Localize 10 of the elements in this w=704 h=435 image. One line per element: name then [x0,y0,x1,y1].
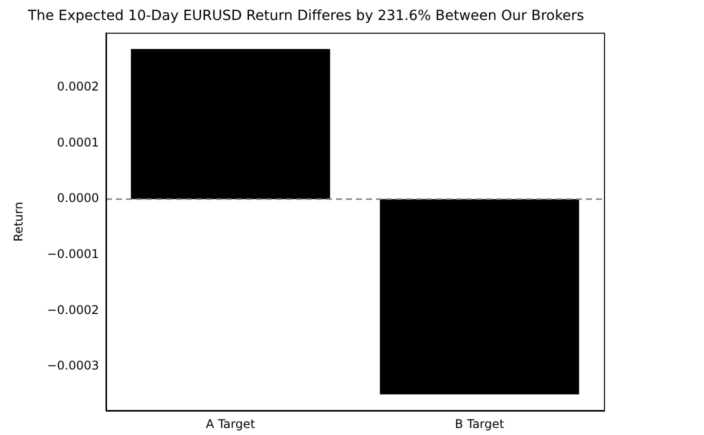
chart-title: The Expected 10-Day EURUSD Return Differes by 231.6% Between Our Brokers [26,8,584,24]
y-tick-label: −0.0002 [46,302,99,317]
y-tick-label: 0.0002 [57,80,99,94]
y-tick-label: 0.0000 [57,191,99,206]
y-axis-title: Return [11,202,26,242]
y-tick-label: −0.0003 [46,358,99,373]
y-tick-label: 0.0001 [57,135,99,150]
x-tick-label: B Target [454,416,504,431]
y-tick-label: −0.0001 [46,247,99,262]
x-tick-label: A Target [206,416,256,431]
